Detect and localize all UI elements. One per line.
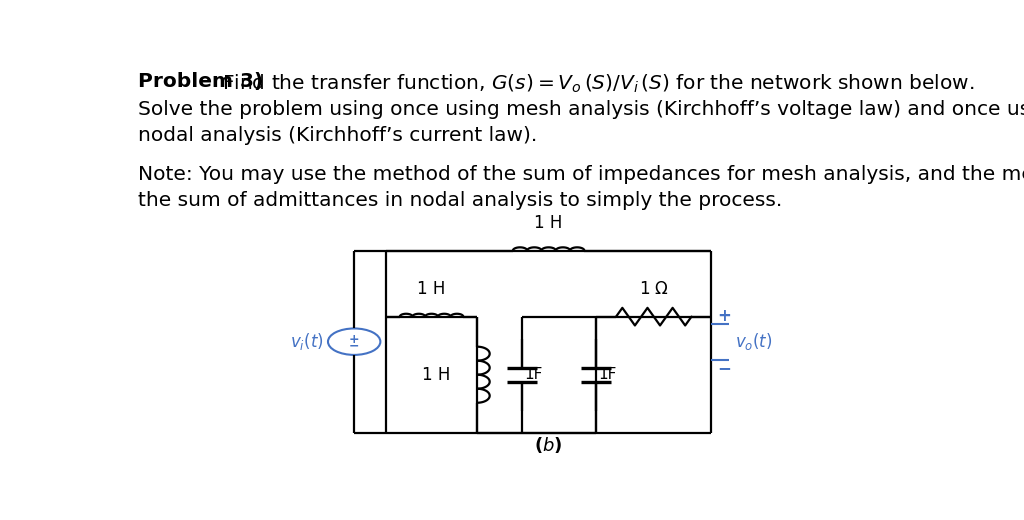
Text: nodal analysis (Kirchhoff’s current law).: nodal analysis (Kirchhoff’s current law)… (137, 126, 537, 146)
Text: 1 H: 1 H (418, 280, 445, 298)
Text: $\mathbf{(}b\mathbf{)}$: $\mathbf{(}b\mathbf{)}$ (535, 435, 563, 455)
Text: the sum of admittances in nodal analysis to simply the process.: the sum of admittances in nodal analysis… (137, 191, 781, 210)
Text: Note: You may use the method of the sum of impedances for mesh analysis, and the: Note: You may use the method of the sum … (137, 164, 1024, 184)
Text: $v_o(t)$: $v_o(t)$ (735, 331, 773, 352)
Text: 1 $\Omega$: 1 $\Omega$ (639, 280, 669, 298)
Text: 1 H: 1 H (422, 366, 451, 384)
Text: $v_i(t)$: $v_i(t)$ (291, 331, 324, 352)
Text: Problem 3): Problem 3) (137, 72, 263, 92)
Text: −: − (349, 339, 359, 352)
Text: −: − (718, 359, 731, 376)
Text: Find the transfer function, $G(s) = V_o\,(S)/V_i\,(S)$ for the network shown bel: Find the transfer function, $G(s) = V_o\… (221, 72, 974, 95)
Text: 1F: 1F (524, 367, 543, 382)
Text: 1 H: 1 H (535, 214, 563, 232)
Text: Solve the problem using once using mesh analysis (Kirchhoff’s voltage law) and o: Solve the problem using once using mesh … (137, 100, 1024, 120)
Text: +: + (349, 333, 359, 346)
Text: +: + (718, 307, 731, 324)
Text: 1F: 1F (599, 367, 617, 382)
